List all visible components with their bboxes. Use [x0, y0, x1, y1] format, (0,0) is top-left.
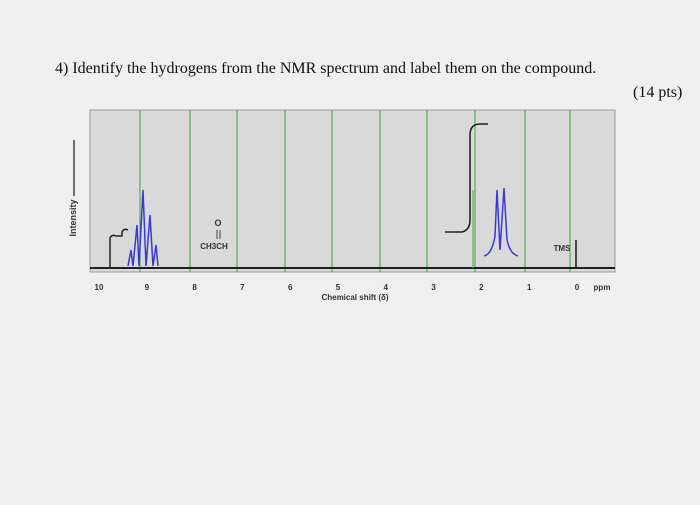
x-tick-label: 5: [336, 283, 341, 292]
x-tick-label: 2: [479, 283, 484, 292]
y-label: Intensity: [68, 199, 78, 236]
plot-area: [89, 109, 616, 273]
x-tick-label: 0: [575, 283, 580, 292]
peak: [483, 187, 519, 257]
integration: [109, 228, 129, 268]
grid: [139, 110, 571, 272]
x-tick-label: 7: [240, 283, 245, 292]
x-tick-label: 10: [95, 283, 104, 292]
integration: [445, 123, 488, 233]
tms-label: TMS: [554, 244, 572, 253]
points: (14 pts): [633, 84, 683, 101]
x-label: Chemical shift (δ): [321, 293, 388, 302]
x-tick-label: 1: [527, 283, 532, 292]
x-tick-label: 6: [288, 283, 293, 292]
x-ticks: 10 9 8 7 6 5 4 3 2 1 0: [95, 283, 580, 292]
x-tick-label: 3: [431, 283, 436, 292]
x-unit: ppm: [594, 283, 611, 292]
x-tick-label: 9: [145, 283, 150, 292]
compound: CH3CH: [200, 242, 228, 251]
oxygen: O: [214, 218, 221, 228]
x-tick-label: 4: [384, 283, 389, 292]
peak: [127, 189, 159, 267]
x-tick-label: 8: [192, 283, 197, 292]
question: 4) Identify the hydrogens from the NMR s…: [55, 60, 597, 77]
